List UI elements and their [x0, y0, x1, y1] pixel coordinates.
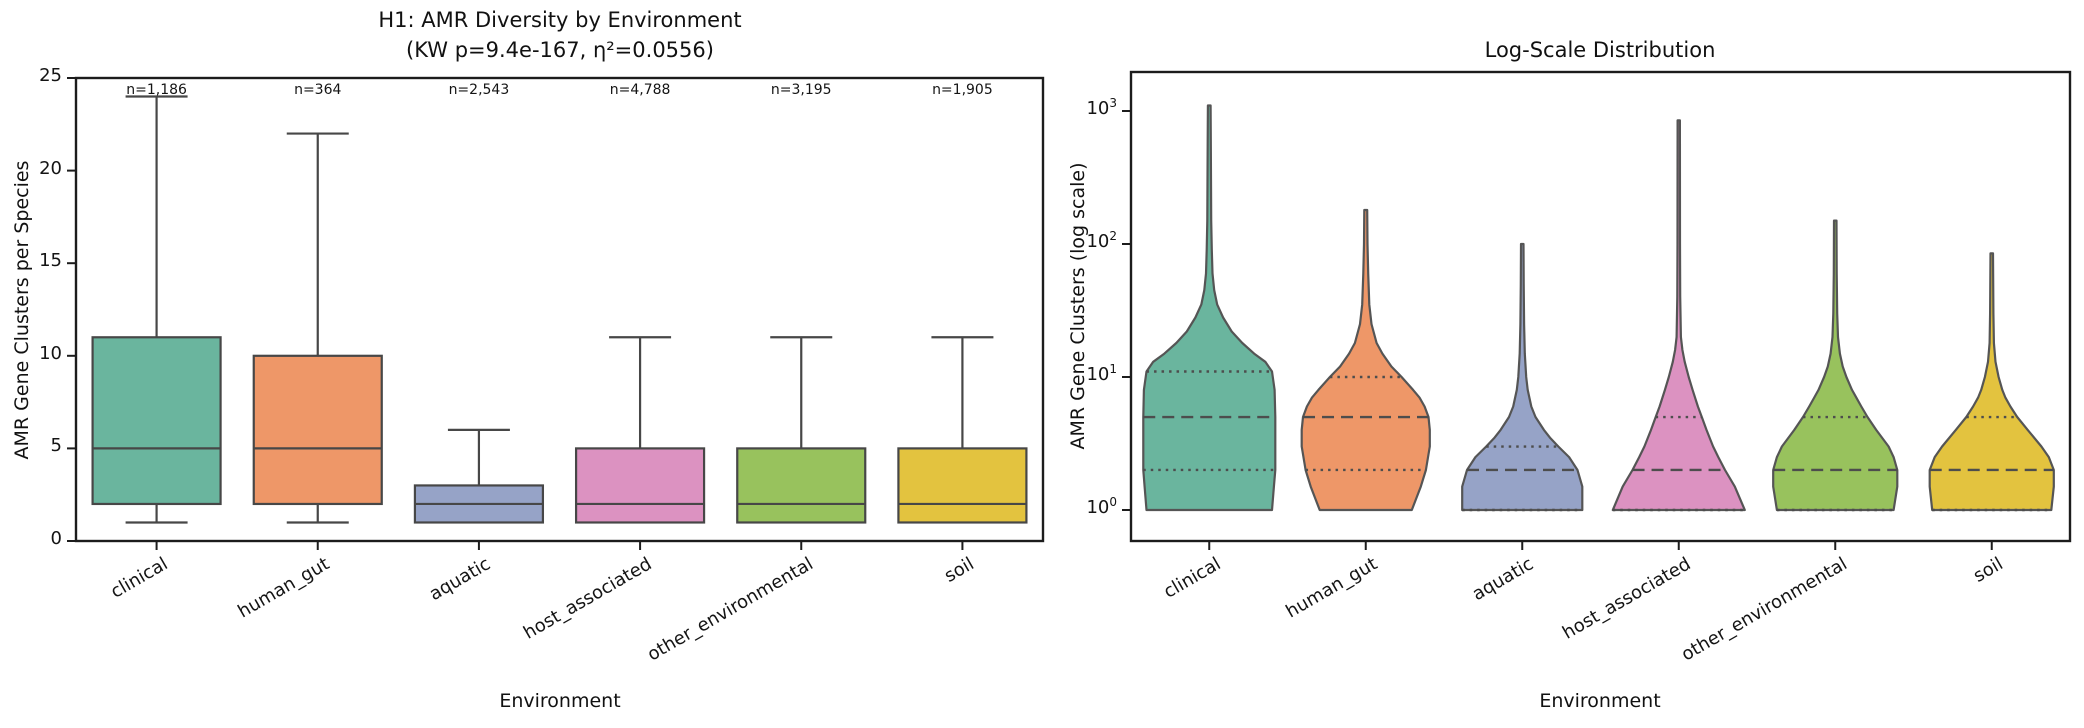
y-tick-label: 5: [50, 435, 62, 457]
right-plot-title: Log-Scale Distribution: [1484, 38, 1716, 62]
left-axes-spines: [74, 76, 1045, 543]
box: [574, 447, 706, 524]
violin-human_gut: [1300, 208, 1431, 512]
boxplot-clinical: [91, 95, 222, 524]
n-annotation: n=1,186: [126, 82, 187, 98]
violin-other_environmental: [1772, 219, 1899, 512]
violin-host_associated: [1611, 119, 1746, 512]
y-tick-label: 0: [50, 528, 62, 549]
violin-body: [1928, 252, 2055, 512]
box: [252, 354, 383, 506]
n-annotation: n=4,788: [609, 82, 671, 98]
n-annotation: n=364: [294, 82, 342, 98]
boxplot-host_associated: [574, 336, 706, 524]
box: [897, 447, 1028, 524]
n-annotation: n=1,905: [932, 82, 993, 98]
violin-aquatic: [1461, 242, 1584, 512]
y-tick-label: 25: [39, 65, 62, 86]
y-tick-label: 101: [1086, 362, 1117, 385]
left-plot-title: H1: AMR Diversity by Environment: [378, 8, 742, 32]
violin-clinical: [1142, 104, 1277, 512]
boxplot-soil: [897, 336, 1028, 524]
y-tick-label: 10: [39, 342, 62, 364]
y-tick-label: 103: [1086, 96, 1117, 119]
n-annotation: n=2,543: [448, 82, 510, 98]
left-x-axis-label: Environment: [499, 690, 621, 712]
violin-soil: [1928, 252, 2055, 512]
boxplot-aquatic: [413, 428, 545, 524]
y-tick-label: 20: [39, 157, 62, 179]
y-tick-label: 100: [1086, 495, 1117, 518]
right-x-axis-label: Environment: [1539, 690, 1661, 712]
left-y-axis-label: AMR Gene Clusters per Species: [11, 160, 33, 460]
boxplot-human_gut: [252, 132, 383, 524]
right-y-axis-label: AMR Gene Clusters (log scale): [1067, 162, 1089, 450]
box: [91, 336, 222, 506]
y-tick-label: 102: [1086, 229, 1117, 252]
right-axes-spines: [1129, 70, 2072, 543]
left-plot-subtitle: (KW p=9.4e-167, η²=0.0556): [406, 38, 714, 62]
y-tick-label: 15: [39, 250, 62, 272]
n-annotation: n=3,195: [770, 82, 832, 98]
box: [736, 447, 867, 524]
violin-body: [1142, 104, 1277, 512]
violin-body: [1461, 242, 1584, 512]
boxplot-other_environmental: [736, 336, 867, 524]
violin-body: [1300, 208, 1431, 512]
violin-body: [1772, 219, 1899, 512]
violin-body: [1611, 119, 1746, 512]
